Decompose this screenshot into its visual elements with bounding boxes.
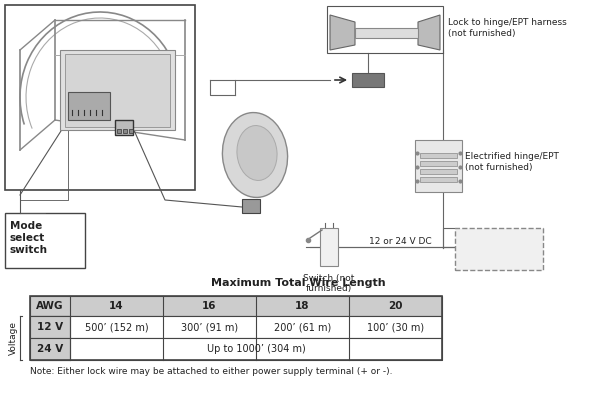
Bar bbox=[117, 129, 121, 133]
Text: 16: 16 bbox=[202, 301, 217, 311]
Bar bbox=[129, 129, 133, 133]
Text: Electrified hinge/EPT
(not furnished): Electrified hinge/EPT (not furnished) bbox=[465, 152, 559, 172]
Text: Note: Either lock wire may be attached to either power supply terminal (+ or -).: Note: Either lock wire may be attached t… bbox=[30, 366, 393, 376]
Text: 24 V: 24 V bbox=[37, 344, 63, 354]
Bar bbox=[355, 28, 418, 38]
Bar bbox=[320, 228, 338, 266]
Text: Lock to hinge/EPT harness
(not furnished): Lock to hinge/EPT harness (not furnished… bbox=[448, 18, 567, 38]
Bar bbox=[123, 129, 127, 133]
Bar bbox=[30, 296, 442, 316]
Bar bbox=[420, 161, 457, 166]
Text: Maximum Total Wire Length: Maximum Total Wire Length bbox=[211, 278, 385, 288]
Text: Power supply
12 or 24 VDC
(not furnished): Power supply 12 or 24 VDC (not furnished… bbox=[465, 234, 533, 264]
Text: 2: 2 bbox=[85, 72, 95, 88]
Text: F: F bbox=[107, 72, 117, 88]
Text: 12 V: 12 V bbox=[37, 322, 63, 332]
Text: 14: 14 bbox=[109, 301, 124, 311]
Polygon shape bbox=[418, 15, 440, 50]
Bar bbox=[30, 296, 442, 360]
Polygon shape bbox=[330, 15, 355, 50]
Bar bbox=[352, 73, 384, 87]
Bar bbox=[455, 228, 543, 270]
Text: Mode
select
switch: Mode select switch bbox=[10, 221, 48, 255]
Text: 500’ (152 m): 500’ (152 m) bbox=[85, 322, 148, 332]
Bar bbox=[415, 140, 462, 192]
Text: 12 or 24 V DC: 12 or 24 V DC bbox=[369, 236, 432, 245]
Bar bbox=[420, 169, 457, 174]
Bar bbox=[5, 5, 195, 190]
Text: 100’ (30 m): 100’ (30 m) bbox=[367, 322, 424, 332]
Text: AWG: AWG bbox=[36, 301, 64, 311]
Ellipse shape bbox=[237, 125, 277, 180]
Text: 200’ (61 m): 200’ (61 m) bbox=[274, 322, 331, 332]
Bar bbox=[60, 50, 175, 130]
Text: 18: 18 bbox=[295, 301, 310, 311]
Bar bbox=[30, 316, 442, 338]
Bar bbox=[68, 92, 110, 120]
Bar bbox=[5, 213, 85, 268]
Bar bbox=[115, 120, 133, 135]
Text: Voltage: Voltage bbox=[8, 321, 17, 355]
Bar bbox=[420, 177, 457, 182]
Bar bbox=[30, 338, 70, 360]
Bar bbox=[327, 6, 443, 53]
Text: Up to 1000’ (304 m): Up to 1000’ (304 m) bbox=[207, 344, 305, 354]
Bar bbox=[420, 153, 457, 158]
Bar bbox=[65, 54, 170, 127]
Bar bbox=[30, 338, 442, 360]
Bar bbox=[30, 316, 70, 338]
Text: 20: 20 bbox=[388, 301, 403, 311]
Text: Switch (not
furnished): Switch (not furnished) bbox=[303, 274, 355, 293]
Bar bbox=[242, 199, 260, 213]
Ellipse shape bbox=[222, 113, 288, 197]
Text: 300’ (91 m): 300’ (91 m) bbox=[181, 322, 238, 332]
